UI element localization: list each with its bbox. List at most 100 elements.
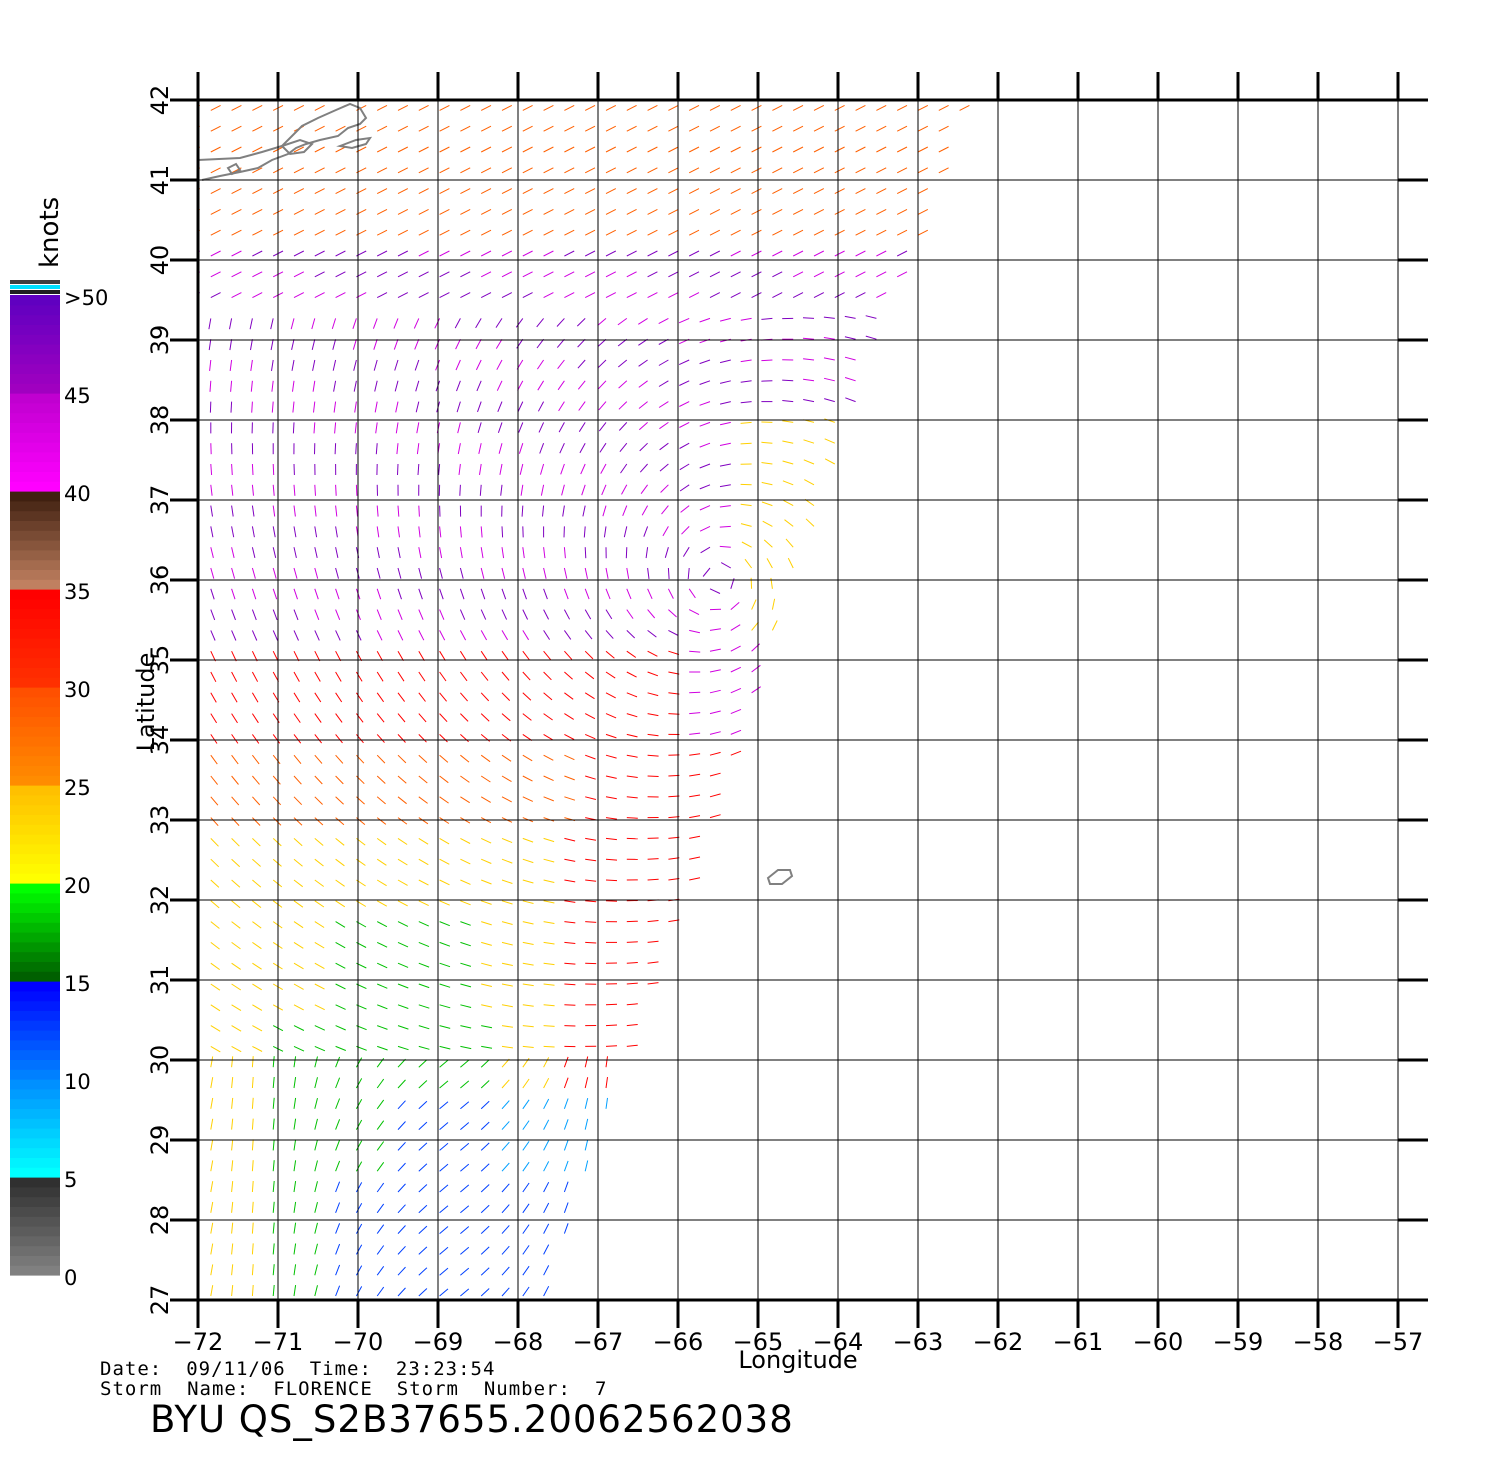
wind-vector <box>584 588 590 600</box>
wind-vector <box>751 621 759 631</box>
wind-vector <box>501 1121 510 1130</box>
wind-vector <box>190 755 196 764</box>
wind-vector <box>585 941 597 944</box>
wind-vector <box>355 1161 363 1172</box>
wind-vector <box>397 463 399 476</box>
wind-vector <box>664 547 669 558</box>
wind-vector <box>938 146 949 153</box>
wind-vector <box>314 1118 318 1130</box>
wind-vector <box>751 125 762 132</box>
wind-vector <box>668 878 680 881</box>
colorbar-segment <box>10 1255 60 1266</box>
wind-vector <box>314 1222 318 1234</box>
wind-vector <box>584 292 596 299</box>
wind-vector <box>314 1243 318 1255</box>
wind-vector <box>293 817 303 826</box>
wind-vector <box>647 671 659 677</box>
wind-vector <box>501 879 513 884</box>
wind-vector <box>231 838 240 847</box>
lon-tick-label: −63 <box>893 1328 944 1356</box>
wind-vector <box>314 271 325 278</box>
wind-vector <box>376 167 388 174</box>
wind-vector <box>583 526 586 538</box>
colorbar-segment <box>10 1059 60 1070</box>
wind-vector <box>293 146 305 153</box>
marthas-vineyard-island <box>280 138 314 156</box>
wind-vector <box>231 526 235 538</box>
small-island <box>226 162 242 176</box>
wind-vector <box>480 229 492 236</box>
wind-vector <box>605 609 613 620</box>
wind-vector <box>418 1225 428 1234</box>
wind-vector <box>272 463 275 476</box>
wind-vector <box>598 422 607 432</box>
wind-vector <box>709 588 721 594</box>
wind-vector <box>647 775 659 777</box>
wind-vector <box>210 250 221 257</box>
wind-vector <box>647 104 658 111</box>
wind-vector <box>251 692 259 703</box>
wind-vector <box>418 671 426 682</box>
wind-vector <box>397 962 409 968</box>
wind-vector <box>719 505 731 508</box>
wind-vector <box>719 484 731 488</box>
wind-vector <box>417 463 420 476</box>
wind-vector <box>231 713 238 724</box>
wind-vector <box>709 208 721 215</box>
wind-vector <box>372 318 378 329</box>
wind-vector <box>252 921 262 929</box>
wind-vector <box>584 692 595 700</box>
wind-vector <box>564 167 575 174</box>
wind-vector <box>501 1204 510 1214</box>
colorbar-segment <box>10 961 60 972</box>
wind-vector <box>480 1267 490 1276</box>
wind-vector <box>190 1223 193 1234</box>
wind-vector <box>896 188 908 195</box>
wind-vector <box>231 1077 234 1089</box>
wind-vector <box>751 188 762 195</box>
colorbar-segment <box>10 981 60 992</box>
wind-vector <box>210 1243 214 1255</box>
wind-vector <box>376 104 388 111</box>
wind-vector <box>335 208 346 215</box>
wind-vector <box>560 463 565 475</box>
wind-vector <box>414 359 420 371</box>
wind-vector <box>272 630 279 641</box>
wind-vector <box>418 941 430 948</box>
wind-vector <box>395 401 399 413</box>
wind-vector <box>522 167 533 174</box>
colorbar-segment <box>10 990 60 1002</box>
wind-vector <box>543 796 554 802</box>
time-label: Time: <box>309 1358 372 1380</box>
wind-vector <box>434 339 441 350</box>
colorbar-segment <box>10 500 60 512</box>
wind-vector <box>293 962 304 970</box>
wind-vector <box>917 208 929 215</box>
wind-vector <box>520 484 524 496</box>
wind-vector <box>564 250 575 257</box>
wind-vector <box>397 292 409 299</box>
wind-vector <box>688 292 700 299</box>
wind-vector <box>231 796 240 806</box>
colorbar-top-swatch <box>10 280 60 284</box>
wind-vector <box>210 754 218 765</box>
wind-vector <box>479 463 482 475</box>
colorbar-segment <box>10 1167 60 1178</box>
wind-vector <box>314 775 323 785</box>
wind-vector <box>355 1140 363 1151</box>
wind-vector <box>495 318 503 328</box>
wind-vector <box>584 713 596 720</box>
wind-vector <box>834 292 845 299</box>
wind-vector <box>335 567 339 579</box>
colorbar-segment <box>10 1108 60 1119</box>
wind-vector <box>397 1004 409 1009</box>
wind-vector <box>543 921 555 924</box>
wind-vector <box>522 650 530 661</box>
wind-vector <box>647 588 653 600</box>
wind-vector <box>418 188 429 195</box>
wind-vector <box>605 271 617 278</box>
colorbar-label: 30 <box>64 678 91 702</box>
wind-vector <box>293 292 305 299</box>
colorbar-segment <box>10 638 60 649</box>
wind-vector <box>876 271 887 278</box>
